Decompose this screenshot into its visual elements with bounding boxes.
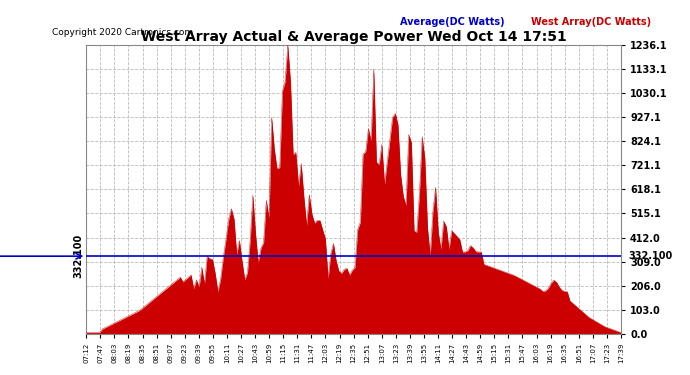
Title: West Array Actual & Average Power Wed Oct 14 17:51: West Array Actual & Average Power Wed Oc…: [141, 30, 566, 44]
Text: 332.100: 332.100: [628, 251, 672, 261]
Text: Copyright 2020 Cartronics.com: Copyright 2020 Cartronics.com: [52, 28, 193, 37]
Text: 332.100: 332.100: [74, 234, 83, 278]
Text: West Array(DC Watts): West Array(DC Watts): [531, 17, 651, 27]
Text: Average(DC Watts): Average(DC Watts): [400, 17, 505, 27]
